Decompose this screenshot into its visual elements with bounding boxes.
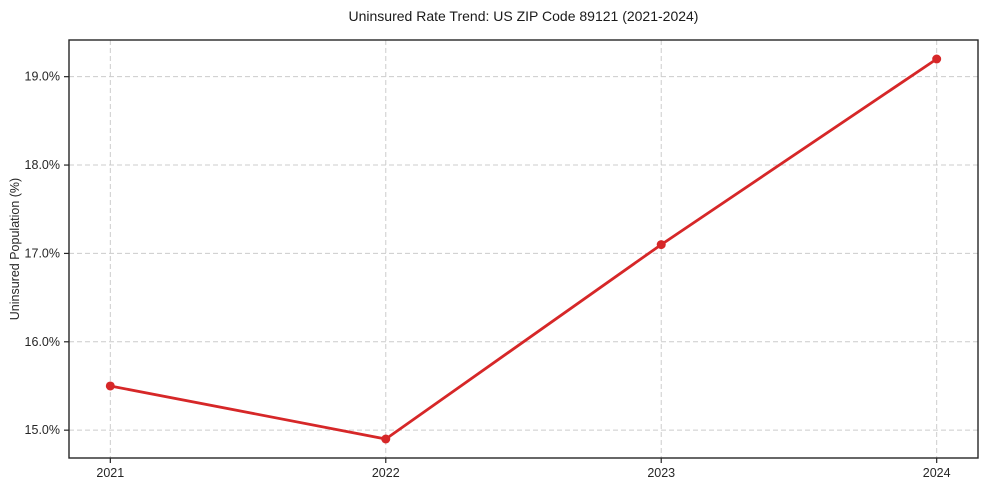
x-tick-label: 2023 (647, 466, 675, 480)
plot-border (68, 39, 979, 459)
data-point-marker (932, 54, 942, 64)
data-point-marker (105, 381, 115, 391)
x-tick-label: 2024 (923, 466, 951, 480)
chart-title: Uninsured Rate Trend: US ZIP Code 89121 … (348, 8, 699, 24)
y-tick-label: 16.0% (25, 335, 60, 349)
x-tick-label: 2021 (96, 466, 124, 480)
y-tick-label: 19.0% (25, 70, 60, 84)
y-tick-label: 17.0% (25, 246, 60, 260)
y-tick-label: 15.0% (25, 423, 60, 437)
data-point-marker (656, 240, 666, 250)
trend-line (108, 57, 939, 441)
x-tick-label: 2022 (372, 466, 400, 480)
y-tick-label: 18.0% (25, 158, 60, 172)
data-point-marker (381, 434, 391, 444)
